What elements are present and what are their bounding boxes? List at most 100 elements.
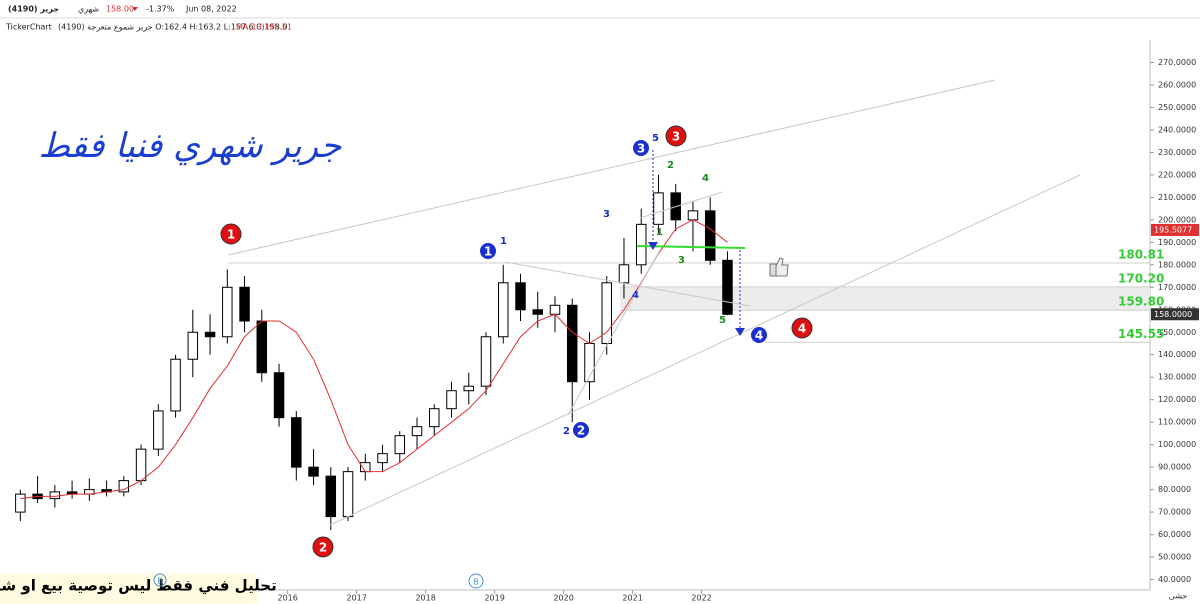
trend-line (639, 191, 723, 219)
candle-body (601, 282, 612, 344)
corner-label: حشی (1169, 592, 1188, 601)
arrowhead (648, 242, 658, 250)
candle-body (635, 223, 647, 266)
minor-wave: 4 (632, 290, 639, 301)
thumbs-up (769, 257, 789, 277)
y-tick-label: 150.0000 (1158, 328, 1196, 337)
minor-wave: 5 (719, 315, 726, 326)
arrowhead (735, 328, 745, 336)
candle-body (498, 282, 509, 338)
ma-name: MA(13) (236, 23, 265, 32)
y-tick-label: 200.0000 (1158, 215, 1196, 224)
b-marker (153, 573, 167, 587)
candle-body (653, 192, 664, 225)
minor-waves: 5 2 4 1 3 5 3 1 4 2 (500, 133, 726, 437)
change: -1.37% (146, 5, 175, 14)
trend-line (567, 249, 661, 416)
candle-body (187, 331, 199, 360)
y-tick-label: 40.0000 (1158, 575, 1191, 584)
x-tick-label: 2022 (691, 594, 711, 603)
level-label: 159.80 (1118, 295, 1164, 309)
y-tick-label: 80.0000 (1158, 485, 1191, 494)
x-tick-label: 2020 (553, 594, 573, 603)
y-tick-label: 130.0000 (1158, 373, 1196, 382)
ma-tag (1151, 223, 1199, 236)
candle-body (170, 358, 181, 412)
y-tick-label: 50.0000 (1158, 553, 1191, 562)
candle-body (549, 304, 561, 315)
y-tick-label: 170.0000 (1158, 283, 1196, 292)
disclaimer-box (0, 573, 258, 604)
y-tick-label: 270.0000 (1158, 58, 1196, 67)
level-label: 180.81 (1118, 247, 1164, 261)
annotation-title: جرير شهري فنيا فقط (39, 126, 343, 166)
trend-lines (227, 79, 1081, 526)
candle-body (342, 471, 354, 518)
y-tick-label: 120.0000 (1158, 395, 1196, 404)
candle-body (222, 286, 233, 338)
candle-body (566, 304, 578, 383)
candle-body (239, 286, 250, 322)
y-tick-label: 90.0000 (1158, 463, 1191, 472)
wave-label: 3 (637, 142, 645, 156)
plot: 270.0000260.0000250.0000240.0000230.0000… (0, 58, 1199, 603)
candle-body (256, 320, 268, 374)
wave-label: 1 (484, 245, 492, 259)
candle-body (411, 426, 423, 437)
wave-label: 2 (577, 424, 585, 438)
down-arrow (132, 7, 138, 11)
b-label: B (157, 577, 163, 586)
icon-part (775, 257, 789, 277)
wave-circle (573, 422, 589, 438)
y-tick-label: 220.0000 (1158, 170, 1196, 179)
candle-body (153, 410, 164, 450)
wave-circle (220, 223, 242, 245)
y-tick-label: 180.0000 (1158, 260, 1196, 269)
y-tick-label: 60.0000 (1158, 530, 1191, 539)
symbol: جرير (4190) (8, 5, 59, 14)
candle-body (429, 408, 440, 428)
candle-body (722, 259, 733, 315)
y-tick-label: 100.0000 (1158, 440, 1196, 449)
candle-body (118, 480, 130, 493)
y-tick-label: 260.0000 (1158, 80, 1196, 89)
period: شهري (78, 5, 99, 14)
candle-body (480, 336, 492, 387)
candle-body (325, 475, 337, 518)
wave-circle (312, 536, 334, 558)
icon-part (769, 263, 777, 277)
y-tick-label: 240.0000 (1158, 125, 1196, 134)
wave-circle (791, 317, 813, 339)
b-label: B (473, 578, 479, 587)
candle-body (687, 210, 699, 221)
price-tag-label: 158.0000 (1154, 310, 1192, 319)
minor-wave: 5 (652, 133, 659, 144)
ohlc: جرير شموع متعرجة (4190) O:162.4 H:163.2 … (58, 23, 287, 32)
y-tick-label: 210.0000 (1158, 193, 1196, 202)
lower-channel (329, 174, 1081, 526)
upper-channel (227, 79, 996, 256)
x-tick-label: 2021 (622, 594, 642, 603)
candle-body (704, 210, 716, 261)
y-tick-label: 190.0000 (1158, 238, 1196, 247)
candle-body (308, 466, 319, 477)
candle-body (515, 282, 526, 311)
candle-body (291, 417, 302, 468)
wave-circle (633, 140, 649, 156)
ma-value: 195.51 (264, 23, 292, 32)
candle-body (618, 264, 630, 284)
level-label: 170.20 (1118, 271, 1164, 285)
wave-label: 3 (672, 130, 680, 144)
candle-body (49, 491, 61, 500)
x-tick-label: 2016 (277, 594, 297, 603)
y-tick-label: 110.0000 (1158, 418, 1196, 427)
y-tick-label: 140.0000 (1158, 350, 1196, 359)
disclaimer: تحليل فني فقط ليس توصية بيع او شراء (0, 577, 277, 595)
minor-wave: 1 (656, 227, 663, 238)
candle-body (463, 385, 475, 392)
ma-line (20, 219, 728, 500)
wave-label: 1 (227, 228, 235, 242)
header: جرير (4190) شهري 158.00 -1.37% Jun 08, 2… (5, 5, 292, 32)
minor-wave: 4 (702, 173, 709, 184)
wave-label: 4 (755, 329, 763, 343)
